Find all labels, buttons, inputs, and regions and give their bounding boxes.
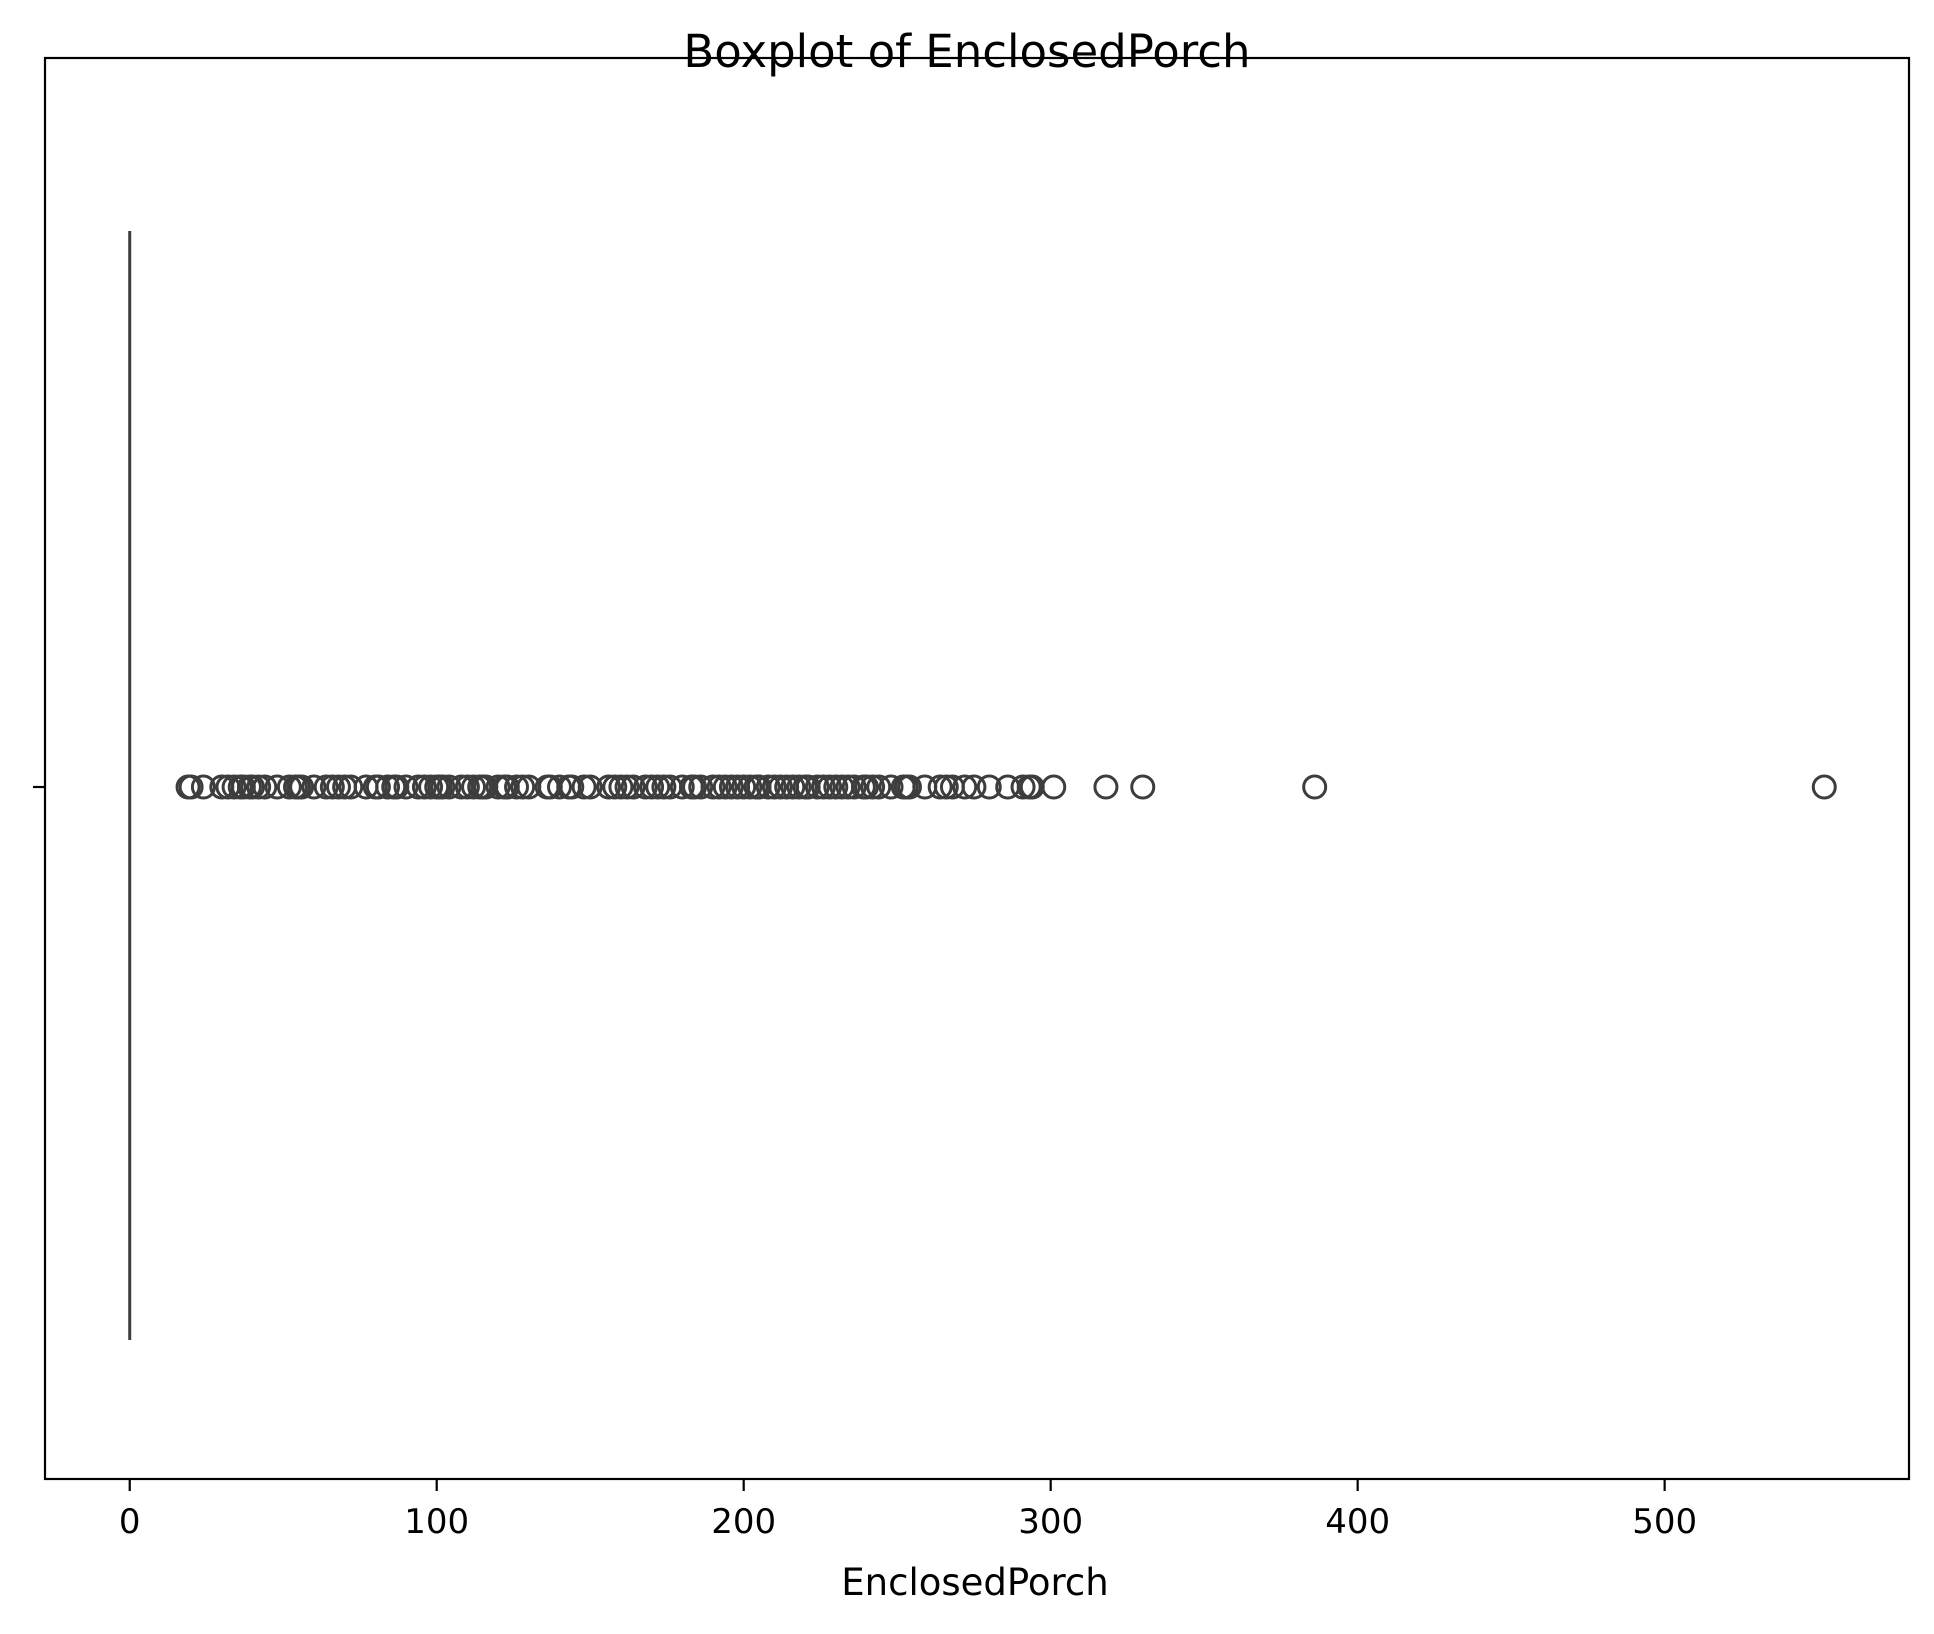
outlier-point	[454, 774, 480, 800]
outlier-point	[338, 774, 364, 800]
outlier-point	[706, 774, 732, 800]
outlier-point	[375, 774, 401, 800]
outlier-point	[682, 774, 708, 800]
outlier-point	[246, 774, 272, 800]
outlier-point	[1811, 774, 1837, 800]
outlier-point	[866, 774, 892, 800]
outlier-point	[712, 774, 738, 800]
outlier-point	[1093, 774, 1119, 800]
outlier-points	[175, 774, 1837, 800]
outlier-point	[823, 774, 849, 800]
outlier-point	[178, 774, 204, 800]
outlier-point	[853, 774, 879, 800]
outlier-point	[547, 774, 573, 800]
outlier-point	[1302, 774, 1328, 800]
outlier-point	[817, 774, 843, 800]
outlier-point	[768, 774, 794, 800]
outlier-point	[571, 774, 597, 800]
outlier-point	[289, 774, 315, 800]
x-tick-label-100: 100	[404, 1502, 469, 1542]
chart-title: Boxplot of EnclosedPorch	[683, 25, 1250, 78]
outlier-point	[755, 774, 781, 800]
outlier-point	[393, 774, 419, 800]
outlier-point	[878, 774, 904, 800]
outlier-point	[411, 774, 437, 800]
outlier-point	[325, 774, 351, 800]
outlier-point	[811, 774, 837, 800]
outlier-point	[510, 774, 536, 800]
outlier-point	[780, 774, 806, 800]
outlier-point	[700, 774, 726, 800]
outlier-point	[835, 774, 861, 800]
outlier-point	[221, 774, 247, 800]
outlier-point	[559, 774, 585, 800]
outlier-point	[961, 774, 987, 800]
outlier-point	[718, 774, 744, 800]
outlier-point	[620, 774, 646, 800]
outlier-point	[632, 774, 658, 800]
outlier-point	[614, 774, 640, 800]
outlier-point	[786, 774, 812, 800]
outlier-point	[461, 774, 487, 800]
outlier-point	[731, 774, 757, 800]
outlier-point	[319, 774, 345, 800]
x-axis-ticks: 0 100 200 300 400 500	[119, 1479, 1697, 1542]
outlier-point	[651, 774, 677, 800]
outlier-point	[1041, 774, 1067, 800]
outlier-point	[1010, 774, 1036, 800]
outlier-point	[933, 774, 959, 800]
outlier-point	[737, 774, 763, 800]
outlier-point	[952, 774, 978, 800]
x-tick-label-500: 500	[1632, 1502, 1697, 1542]
outlier-point	[577, 774, 603, 800]
x-tick-label-300: 300	[1018, 1502, 1083, 1542]
outlier-point	[485, 774, 511, 800]
outlier-point	[301, 774, 327, 800]
outlier-point	[608, 774, 634, 800]
outlier-point	[645, 774, 671, 800]
outlier-point	[761, 774, 787, 800]
outlier-point	[365, 774, 391, 800]
outlier-point	[276, 774, 302, 800]
outlier-point	[1130, 774, 1156, 800]
x-tick-label-200: 200	[711, 1502, 776, 1542]
outlier-point	[430, 774, 456, 800]
outlier-point	[639, 774, 665, 800]
outlier-point	[504, 774, 530, 800]
outlier-point	[313, 774, 339, 800]
outlier-point	[596, 774, 622, 800]
outlier-point	[927, 774, 953, 800]
outlier-point	[804, 774, 830, 800]
outlier-point	[669, 774, 695, 800]
outlier-point	[841, 774, 867, 800]
outlier-point	[860, 774, 886, 800]
outlier-point	[896, 774, 922, 800]
outlier-point	[252, 774, 278, 800]
outlier-point	[976, 774, 1002, 800]
outlier-point	[602, 774, 628, 800]
outlier-point	[436, 774, 462, 800]
outlier-point	[418, 774, 444, 800]
x-tick-label-0: 0	[119, 1502, 141, 1542]
axes-frame	[43, 56, 1911, 1481]
outlier-point	[240, 774, 266, 800]
outlier-point	[190, 774, 216, 800]
outlier-point	[688, 774, 714, 800]
x-axis-label: EnclosedPorch	[841, 1561, 1108, 1604]
x-tick-label-400: 400	[1325, 1502, 1390, 1542]
